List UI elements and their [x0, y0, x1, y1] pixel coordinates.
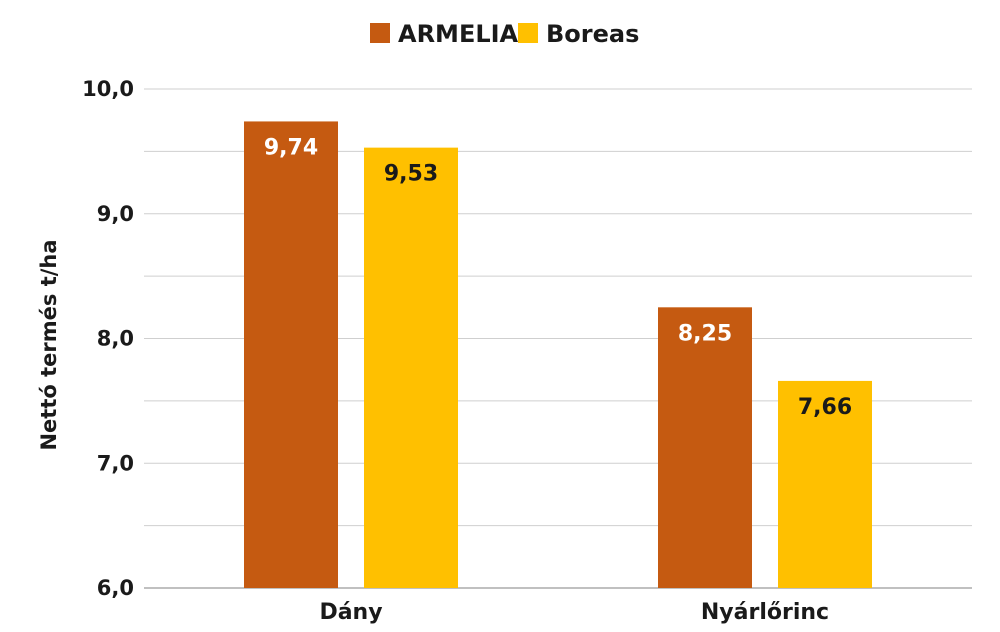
y-tick-label: 6,0: [97, 576, 134, 600]
legend-swatch: [518, 23, 538, 43]
y-tick-label: 10,0: [82, 77, 134, 101]
legend-label: Boreas: [546, 20, 639, 48]
legend-label: ARMELIA: [398, 20, 519, 48]
y-tick-label: 9,0: [97, 202, 134, 226]
y-axis-ticks: 6,0 7,0 8,0 9,0 10,0: [82, 77, 134, 600]
y-tick-label: 8,0: [97, 327, 134, 351]
bar: [778, 380, 872, 588]
x-axis-categories: Dány Nyárlőrinc: [319, 600, 829, 625]
y-axis-title: Nettó termés t/ha: [37, 239, 61, 450]
legend-swatch: [370, 23, 390, 43]
bar-value-label: 9,53: [384, 162, 438, 187]
x-category-label: Dány: [319, 600, 382, 625]
y-tick-label: 7,0: [97, 451, 134, 475]
bar-value-label: 7,66: [798, 395, 852, 420]
bar: [658, 307, 752, 588]
bar: [244, 121, 338, 588]
bar-value-label: 8,25: [678, 321, 732, 346]
bar: [364, 147, 458, 588]
bars: 9,74 9,53 8,25 7,66: [244, 121, 872, 588]
legend: ARMELIA Boreas: [370, 20, 639, 48]
x-category-label: Nyárlőrinc: [701, 600, 829, 625]
bar-value-label: 9,74: [264, 135, 318, 160]
